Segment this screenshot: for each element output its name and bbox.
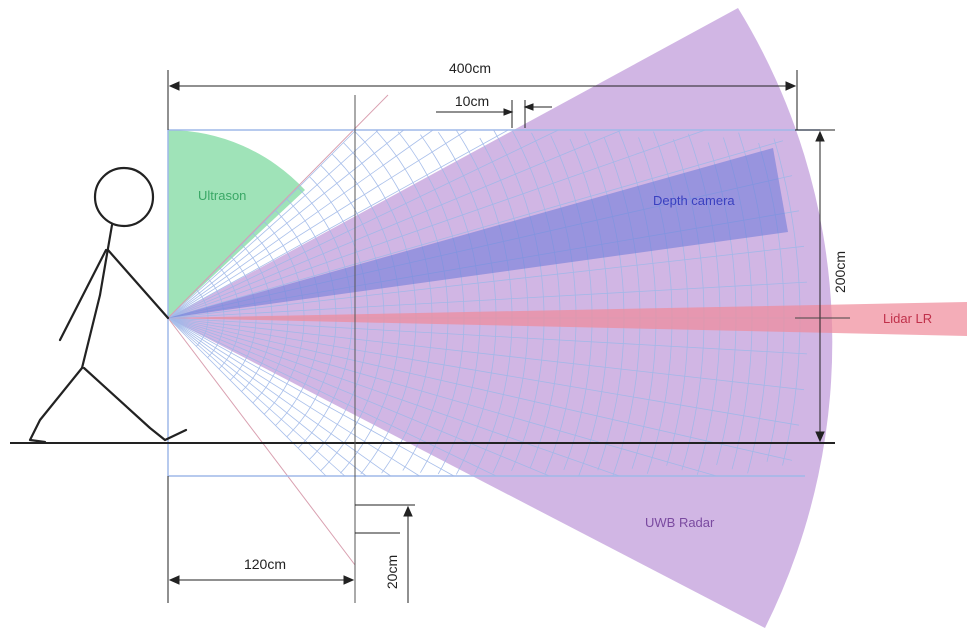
grid-ray [167,317,793,461]
grid-ray [167,317,805,391]
dimension-120cm-label: 120cm [244,556,286,572]
grid-arc [773,138,801,466]
grid-arc [420,134,481,475]
dimension-20cm [355,504,415,603]
grid-arc [584,132,625,471]
grid-arc [479,137,529,474]
ultrason-field [168,130,305,318]
grid-ray [167,129,509,319]
grid-ray [167,317,346,477]
grid-ray [167,129,379,319]
grid-ray [167,281,808,319]
dimension-400cm-label: 400cm [449,60,491,76]
lower-boundary-ray [167,317,356,566]
dimension-400cm [167,70,798,130]
grid-arc [375,130,449,471]
upper-boundary-ray [167,94,389,319]
lidar-lr-beam [168,302,967,336]
grid-arc [569,138,609,476]
grid-ray [167,245,805,319]
grid-arc [331,153,401,474]
grid-ray [167,317,327,477]
grid-ray [167,317,620,477]
dimension-10cm [436,100,552,128]
grid-ray [167,317,497,477]
grid-arc [550,135,593,471]
grid-ray [167,317,717,477]
grid-ray [167,129,434,319]
dimension-120cm [167,476,355,603]
grid-arc [618,131,657,469]
grid-arc [397,131,465,473]
grid-ray [167,317,455,477]
grid-arc [343,142,417,475]
grid-arc [512,130,561,469]
ultrason-label: Ultrason [198,188,246,203]
grid-ray [167,317,800,426]
grid-ray [167,317,420,477]
grid-ray [167,140,784,319]
walking-person-figure [28,166,188,444]
uwb-radar-label: UWB Radar [645,515,715,530]
grid-ray [167,317,391,477]
dimension-200cm-label: 200cm [832,251,848,293]
dimension-20cm-label: 20cm [384,555,400,589]
grid-ray [167,129,404,319]
dimension-10cm-label: 10cm [455,93,489,109]
grid-ray [167,317,808,355]
grid-arc [531,132,577,475]
grid-arc [354,131,433,474]
grid-ray [167,317,367,477]
lidar-lr-label: Lidar LR [883,311,932,326]
grid-arc [437,131,497,475]
dimension-200cm [795,129,835,443]
grid-arc [493,129,545,472]
depth-camera-label: Depth camera [653,193,735,208]
grid-ray [167,129,706,319]
grid-ray [167,129,468,319]
grid-arc [456,130,513,475]
grid-ray [167,129,623,319]
depth-camera-field [168,148,788,318]
